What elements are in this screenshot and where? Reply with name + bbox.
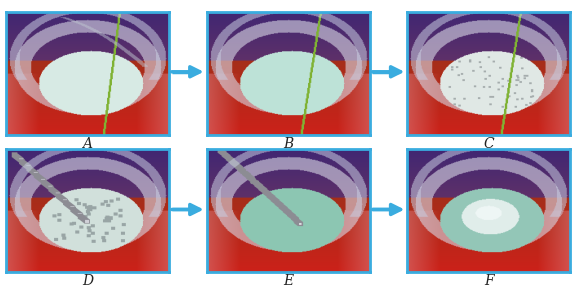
Text: B: B — [283, 137, 293, 151]
Text: E: E — [283, 274, 293, 288]
Text: A: A — [82, 137, 93, 151]
Text: F: F — [484, 274, 494, 288]
Text: D: D — [81, 274, 93, 288]
Text: C: C — [484, 137, 494, 151]
